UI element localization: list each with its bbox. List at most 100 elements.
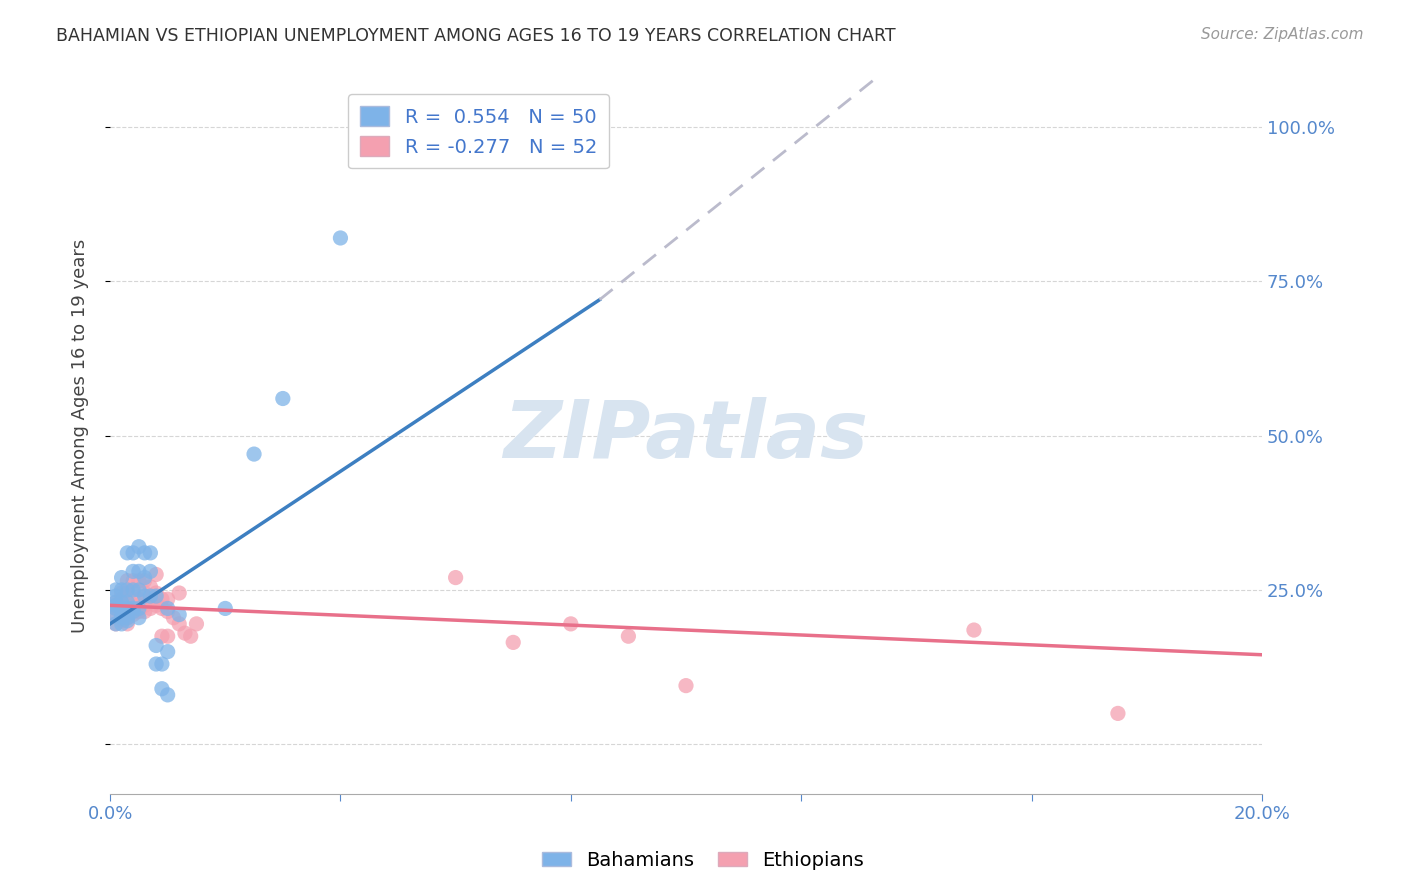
Point <box>104 599 127 613</box>
Point <box>243 447 266 461</box>
Point <box>122 582 145 597</box>
Point <box>128 610 150 624</box>
Point <box>145 586 167 600</box>
Point <box>134 574 156 588</box>
Point <box>110 616 132 631</box>
Point <box>150 629 173 643</box>
Point <box>139 601 162 615</box>
Point <box>560 616 582 631</box>
Point <box>156 592 179 607</box>
Point <box>150 681 173 696</box>
Point <box>122 574 145 588</box>
Point <box>214 601 236 615</box>
Point <box>675 679 697 693</box>
Point <box>167 607 190 622</box>
Point <box>117 586 139 600</box>
Point <box>134 589 156 603</box>
Point <box>122 599 145 613</box>
Point <box>117 599 139 613</box>
Point <box>122 601 145 615</box>
Point <box>145 599 167 613</box>
Point <box>104 616 127 631</box>
Point <box>150 601 173 615</box>
Point <box>122 565 145 579</box>
Point <box>329 231 352 245</box>
Point <box>128 574 150 588</box>
Point <box>122 605 145 619</box>
Point <box>110 570 132 584</box>
Point <box>110 592 132 607</box>
Text: BAHAMIAN VS ETHIOPIAN UNEMPLOYMENT AMONG AGES 16 TO 19 YEARS CORRELATION CHART: BAHAMIAN VS ETHIOPIAN UNEMPLOYMENT AMONG… <box>56 27 896 45</box>
Point <box>117 601 139 615</box>
Point <box>110 595 132 609</box>
Point <box>104 616 127 631</box>
Point <box>139 589 162 603</box>
Point <box>128 599 150 613</box>
Point <box>134 546 156 560</box>
Point <box>156 688 179 702</box>
Point <box>145 639 167 653</box>
Point <box>110 614 132 628</box>
Text: Source: ZipAtlas.com: Source: ZipAtlas.com <box>1201 27 1364 42</box>
Point <box>174 626 197 640</box>
Point <box>122 546 145 560</box>
Point <box>150 657 173 671</box>
Point <box>139 546 162 560</box>
Point <box>110 605 132 619</box>
Point <box>117 546 139 560</box>
Point <box>444 570 467 584</box>
Point <box>110 582 132 597</box>
Point <box>104 601 127 615</box>
Point <box>128 601 150 615</box>
Point <box>128 605 150 619</box>
Text: ZIPatlas: ZIPatlas <box>503 397 869 475</box>
Point <box>117 610 139 624</box>
Point <box>104 595 127 609</box>
Point <box>186 616 208 631</box>
Point <box>104 582 127 597</box>
Point <box>104 595 127 609</box>
Point <box>156 629 179 643</box>
Point <box>150 592 173 607</box>
Point <box>117 607 139 622</box>
Point <box>117 582 139 597</box>
Point <box>128 592 150 607</box>
Point <box>162 610 184 624</box>
Point <box>145 567 167 582</box>
Point <box>117 595 139 609</box>
Point <box>110 601 132 615</box>
Point <box>110 586 132 600</box>
Point <box>128 582 150 597</box>
Point <box>617 629 640 643</box>
Point <box>145 589 167 603</box>
Point <box>134 586 156 600</box>
Y-axis label: Unemployment Among Ages 16 to 19 years: Unemployment Among Ages 16 to 19 years <box>72 238 89 632</box>
Legend: R =  0.554   N = 50, R = -0.277   N = 52: R = 0.554 N = 50, R = -0.277 N = 52 <box>349 95 609 169</box>
Point <box>128 540 150 554</box>
Point <box>1107 706 1129 721</box>
Point <box>134 605 156 619</box>
Point <box>502 635 524 649</box>
Point <box>104 607 127 622</box>
Point <box>139 580 162 594</box>
Point <box>134 570 156 584</box>
Point <box>122 607 145 622</box>
Point <box>167 586 190 600</box>
Point <box>104 601 127 615</box>
Point <box>122 586 145 600</box>
Point <box>963 623 986 637</box>
Point <box>117 610 139 624</box>
Point <box>271 392 294 406</box>
Point <box>128 565 150 579</box>
Point <box>145 657 167 671</box>
Point <box>139 565 162 579</box>
Point <box>110 607 132 622</box>
Point <box>156 605 179 619</box>
Point <box>117 614 139 628</box>
Point <box>117 616 139 631</box>
Point <box>110 610 132 624</box>
Point <box>156 645 179 659</box>
Point <box>104 599 127 613</box>
Point <box>180 629 202 643</box>
Point <box>156 601 179 615</box>
